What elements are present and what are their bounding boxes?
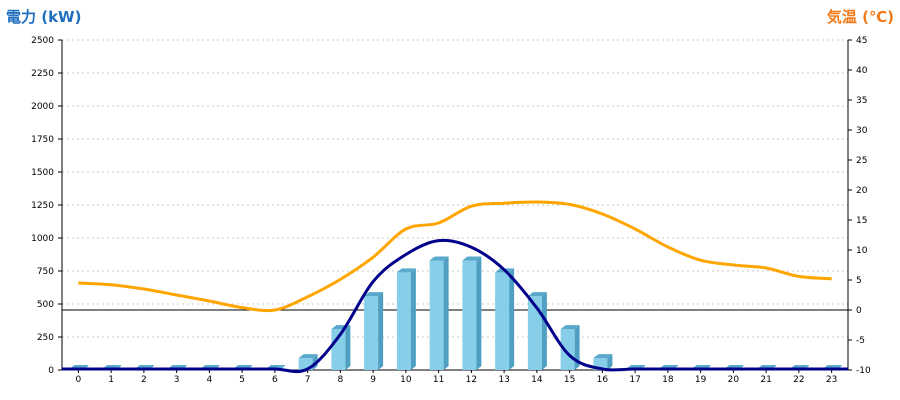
- power-bar: [560, 325, 580, 370]
- bar-side: [607, 354, 613, 370]
- left-tick-label: 1500: [31, 168, 54, 178]
- left-tick-label: 250: [37, 333, 54, 343]
- right-tick-label: -5: [856, 336, 865, 346]
- left-tick-label: 500: [37, 300, 54, 310]
- bar-front: [462, 260, 477, 370]
- x-tick-label: 12: [466, 375, 477, 385]
- bar-front: [429, 260, 444, 370]
- bar-front: [396, 272, 411, 370]
- x-tick-label: 7: [305, 375, 311, 385]
- power-bar: [364, 292, 384, 370]
- x-tick-label: 15: [564, 375, 575, 385]
- x-tick-label: 21: [760, 375, 771, 385]
- right-tick-label: 20: [856, 186, 868, 196]
- x-tick-label: 3: [174, 375, 180, 385]
- bar-top: [527, 292, 547, 297]
- bar-side: [509, 268, 515, 370]
- left-tick-label: 1250: [31, 201, 54, 211]
- power-bar: [396, 268, 416, 370]
- left-tick-label: 750: [37, 267, 54, 277]
- bar-front: [364, 296, 379, 370]
- bar-series: [69, 256, 842, 370]
- bar-top: [298, 354, 318, 359]
- x-tick-label: 2: [141, 375, 147, 385]
- x-tick-label: 6: [272, 375, 278, 385]
- right-tick-label: 45: [856, 36, 867, 46]
- bar-top: [560, 325, 580, 330]
- bar-top: [429, 256, 449, 261]
- power-bar: [462, 256, 482, 370]
- x-tick-label: 0: [76, 375, 82, 385]
- bar-top: [396, 268, 416, 273]
- right-tick-label: -10: [856, 366, 871, 376]
- x-tick-label: 5: [239, 375, 245, 385]
- x-tick-label: 23: [826, 375, 837, 385]
- bar-side: [410, 268, 416, 370]
- x-tick-label: 4: [207, 375, 213, 385]
- x-tick-label: 22: [793, 375, 804, 385]
- bar-top: [593, 354, 613, 359]
- right-tick-label: 10: [856, 246, 868, 256]
- right-tick-label: 15: [856, 216, 867, 226]
- bar-front: [298, 358, 313, 370]
- power-bar: [429, 256, 449, 370]
- x-tick-label: 9: [370, 375, 376, 385]
- x-tick-label: 1: [108, 375, 114, 385]
- bar-front: [560, 329, 575, 370]
- x-tick-label: 13: [498, 375, 509, 385]
- x-tick-label: 14: [531, 375, 543, 385]
- right-tick-label: 0: [856, 306, 862, 316]
- axes: [58, 39, 852, 373]
- x-tick-label: 10: [400, 375, 412, 385]
- left-tick-label: 1000: [31, 234, 54, 244]
- temperature-line: [78, 200, 832, 313]
- bar-side: [541, 292, 547, 370]
- x-tick-label: 19: [695, 375, 707, 385]
- left-tick-label: 1750: [31, 135, 54, 145]
- left-tick-label: 2500: [31, 36, 54, 46]
- bar-side: [378, 292, 384, 370]
- power-bar: [593, 354, 613, 370]
- x-tick-label: 8: [338, 375, 344, 385]
- right-tick-label: 40: [856, 66, 868, 76]
- bar-front: [593, 358, 608, 370]
- grid-lines: [62, 39, 848, 338]
- bar-front: [527, 296, 542, 370]
- right-tick-label: 30: [856, 126, 868, 136]
- x-tick-label: 18: [662, 375, 674, 385]
- tick-labels: 02505007501000125015001750200022502500-1…: [31, 36, 871, 385]
- power-bar: [495, 268, 515, 370]
- power-line: [62, 238, 848, 374]
- left-tick-label: 0: [48, 366, 54, 376]
- bar-top: [364, 292, 384, 297]
- bar-top: [462, 256, 482, 261]
- left-tick-label: 2000: [31, 102, 54, 112]
- bar-side: [476, 256, 482, 370]
- bar-front: [495, 272, 510, 370]
- left-tick-label: 2250: [31, 69, 54, 79]
- line-series: [62, 200, 848, 374]
- x-tick-label: 11: [433, 375, 444, 385]
- x-tick-label: 17: [629, 375, 640, 385]
- right-axis-title: 気温 (℃): [826, 8, 894, 26]
- power-bar: [527, 292, 547, 370]
- right-tick-label: 5: [856, 276, 862, 286]
- bar-side: [345, 325, 351, 370]
- bar-side: [443, 256, 449, 370]
- right-tick-label: 25: [856, 156, 867, 166]
- right-tick-label: 35: [856, 96, 867, 106]
- x-tick-label: 20: [728, 375, 740, 385]
- x-tick-label: 16: [597, 375, 609, 385]
- left-axis-title: 電力 (kW): [6, 8, 82, 26]
